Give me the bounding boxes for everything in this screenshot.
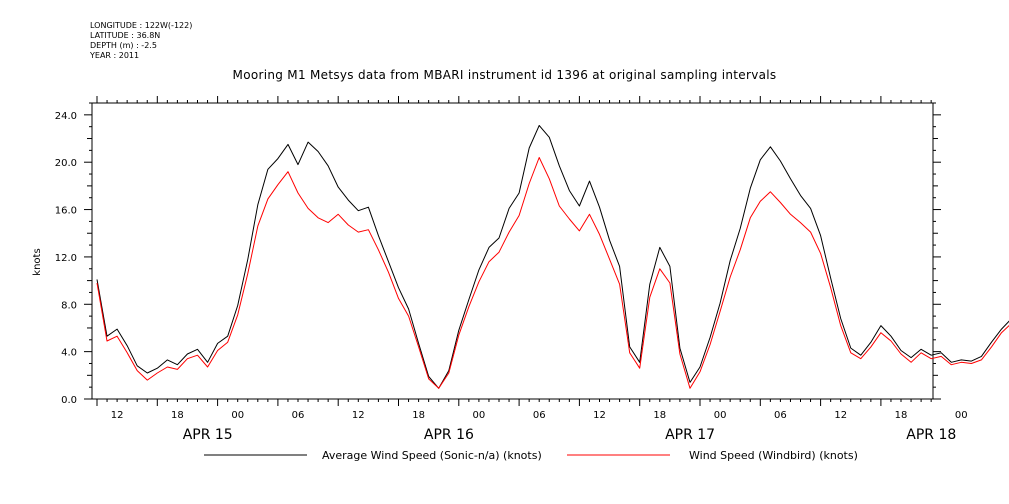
plot-frame xyxy=(91,102,934,400)
x-day-label: APR 18 xyxy=(906,427,956,443)
series-line-windbird xyxy=(96,157,1009,389)
x-tick-label: 00 xyxy=(473,410,486,421)
x-tick-label: 12 xyxy=(111,410,124,421)
x-tick-label: 18 xyxy=(171,410,184,421)
series-line-average-wind xyxy=(96,125,1009,389)
x-tick-label: 00 xyxy=(955,410,968,421)
year-label: YEAR : 2011 xyxy=(90,51,140,60)
y-tick-labels: 0.0 4.0 8.0 12.0 16.0 20.0 24.0 xyxy=(55,111,77,406)
chart-title: Mooring M1 Metsys data from MBARI instru… xyxy=(232,68,777,82)
latitude-label: LATITUDE : 36.8N xyxy=(90,31,161,40)
x-tick-label: 00 xyxy=(714,410,727,421)
y-tick-label: 4.0 xyxy=(61,348,77,359)
x-tick-label: 12 xyxy=(593,410,606,421)
y-tick-label: 16.0 xyxy=(55,206,77,217)
legend: Average Wind Speed (Sonic-n/a) (knots) Wi… xyxy=(204,449,858,462)
x-tick-label: 06 xyxy=(533,410,546,421)
x-tick-label: 06 xyxy=(774,410,787,421)
x-tick-label: 12 xyxy=(352,410,365,421)
x-tick-label: 00 xyxy=(231,410,244,421)
x-tick-label: 18 xyxy=(412,410,425,421)
x-tick-label: 18 xyxy=(895,410,908,421)
longitude-label: LONGITUDE : 122W(-122) xyxy=(90,21,193,30)
y-tick-label: 12.0 xyxy=(55,253,77,264)
x-tick-labels: 1218000612180006121800061218000612180006… xyxy=(111,410,968,421)
legend-label-windbird: Wind Speed (Windbird) (knots) xyxy=(689,449,858,462)
x-day-label: APR 15 xyxy=(183,427,233,443)
series-group xyxy=(96,125,1009,389)
x-day-label: APR 16 xyxy=(424,427,474,443)
x-tick-label: 12 xyxy=(834,410,847,421)
y-tick-label: 8.0 xyxy=(61,300,77,311)
y-axis-label: knots xyxy=(32,248,43,275)
depth-label: DEPTH (m) : -2.5 xyxy=(90,41,157,50)
y-tick-label: 20.0 xyxy=(55,158,77,169)
axis-ticks xyxy=(84,96,941,406)
legend-label-average-wind: Average Wind Speed (Sonic-n/a) (knots) xyxy=(322,449,542,462)
y-tick-label: 0.0 xyxy=(61,395,77,406)
x-tick-label: 18 xyxy=(653,410,666,421)
x-tick-label: 06 xyxy=(292,410,305,421)
x-day-label: APR 17 xyxy=(665,427,715,443)
y-tick-label: 24.0 xyxy=(55,111,77,122)
metadata-block: LONGITUDE : 122W(-122) LATITUDE : 36.8N … xyxy=(90,21,192,61)
